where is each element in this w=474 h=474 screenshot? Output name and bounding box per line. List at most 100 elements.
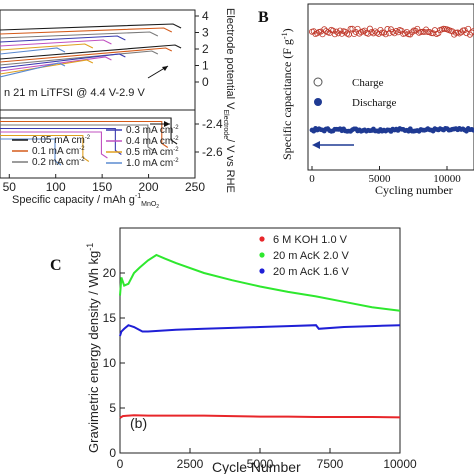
panel-a-xtick-label: 200 — [139, 180, 159, 194]
panel-c-legend: 6 M KOH 1.0 V 20 m AcK 2.0 V 20 m AcK 1.6 … — [259, 234, 349, 278]
charge-point — [414, 25, 421, 32]
panel-a-mid-curve — [0, 50, 159, 66]
panel-a-mid-curve — [0, 53, 126, 69]
panel-c: C 0 2500 5000 7500 10000 0 5 10 15 20 6 M KOH 1.… — [50, 227, 417, 474]
panel-c-letter: C — [50, 257, 62, 274]
panel-a-legend-label: 0.2 mA cm-2 — [32, 157, 85, 168]
panel-b-xtick-label: 0 — [309, 173, 315, 185]
panel-a-mid-curve — [0, 62, 66, 78]
legend-charge-marker — [313, 77, 323, 87]
panel-a-lower-curve — [0, 117, 178, 145]
panel-c-xtick-label: 2500 — [177, 457, 204, 471]
panel-a-upper-curve — [0, 35, 126, 43]
panel-a-frame — [0, 9, 196, 179]
panel-a-lower-curve — [0, 124, 155, 152]
panel-a-upper-curve — [0, 47, 66, 55]
charge-point — [461, 27, 468, 34]
charge-point — [379, 29, 386, 36]
panel-a-arrow-upper-head — [162, 66, 168, 71]
panel-c-series-line — [119, 253, 401, 312]
panel-a-lower-curve — [0, 131, 108, 159]
panel-c-series-line — [119, 324, 401, 337]
panel-c-ytick-label: 15 — [103, 311, 117, 325]
panel-b-xtick-label: 10000 — [433, 173, 461, 185]
panel-a-arrow-lower-head — [164, 121, 170, 127]
panel-c-ylabel: Gravimetric energy density / Wh kg-1 — [85, 243, 101, 453]
panel-b-points — [308, 25, 474, 134]
panel-c-xtick-label: 10000 — [383, 457, 417, 471]
panel-a-ytick-label: 1 — [202, 59, 209, 73]
legend-charge-label: Charge — [352, 77, 384, 89]
panel-b-arrow-head — [312, 141, 320, 149]
charge-point — [330, 27, 337, 34]
panel-c-legend-marker — [259, 236, 265, 242]
panel-a-legend-label: 1.0 mA cm-2 — [126, 158, 179, 169]
panel-c-series — [119, 253, 401, 419]
panel-b: B Specific capacitance (F g-1) Charge Di… — [258, 3, 474, 197]
panel-a-ytick-label: 3 — [202, 26, 209, 40]
legend-discharge-label: Discharge — [352, 97, 397, 109]
panel-a-xtick-label: 100 — [46, 180, 66, 194]
panel-a-ytick-label: 2 — [202, 42, 209, 56]
panel-c-xlabel: Cycle Number — [212, 459, 301, 474]
panel-a-upper-curve — [0, 27, 173, 35]
discharge-point — [471, 127, 474, 133]
panel-c-xtick-label: 5000 — [247, 457, 274, 471]
panel-a-legend-label: 0.05 mA cm-2 — [32, 135, 91, 146]
panel-a-legend-label: 0.3 mA cm-2 — [126, 125, 179, 136]
panel-c-ytick-label: 10 — [103, 356, 117, 370]
charge-point — [321, 26, 328, 33]
panel-a-legend-label: 0.1 mA cm-2 — [32, 146, 85, 157]
panel-a-mid-curve — [0, 44, 182, 60]
charge-point — [345, 31, 352, 38]
panel-a-lower-curve — [0, 134, 90, 162]
charge-point — [468, 29, 474, 36]
panel-a: n 21 m LiTFSI @ 4.4 V-2.9 V 0.05 mA cm-2… — [0, 8, 236, 210]
panel-a-upper-curve — [0, 31, 159, 39]
panel-a-lower-curve — [0, 120, 169, 148]
panel-b-legend: Charge Discharge — [313, 77, 397, 109]
panel-c-legend-marker — [259, 252, 265, 258]
panel-c-legend-marker — [259, 268, 265, 274]
panel-c-xticks: 0 2500 5000 7500 10000 — [117, 448, 417, 471]
panel-b-letter: B — [258, 9, 269, 26]
panel-a-right-ylabel: Electrode potential VElectrode/ V vs RHE — [222, 8, 236, 193]
charge-point — [435, 30, 442, 37]
panel-b-frame — [307, 3, 474, 171]
panel-a-upper-curve — [0, 43, 94, 51]
charge-point — [382, 31, 389, 38]
charge-point — [426, 29, 433, 36]
panel-c-legend-label: 20 m AcK 1.6 V — [273, 266, 349, 278]
panel-c-frame — [119, 227, 401, 454]
panel-c-legend-label: 20 m AcK 2.0 V — [273, 250, 349, 262]
panel-b-xtick-label: 5000 — [369, 173, 392, 185]
panel-b-ylabel: Specific capacitance (F g-1) — [280, 28, 294, 160]
panel-c-ytick-label: 0 — [109, 446, 116, 460]
panel-b-xticks: 0 5000 10000 — [309, 166, 461, 185]
panel-a-right-yticks: 4 3 2 1 0 -2.4 -2.6 — [195, 9, 223, 159]
panel-a-legend-label: 0.4 mA cm-2 — [126, 136, 179, 147]
panel-c-ytick-label: 5 — [109, 401, 116, 415]
panel-a-mid-curve — [0, 47, 173, 63]
panel-a-xticks: 50 100 150 200 250 — [3, 174, 205, 194]
panel-a-xlabel: Specific capacity / mAh g-1MnO2 — [12, 193, 159, 210]
panel-c-xtick-label: 7500 — [317, 457, 344, 471]
panel-c-tag: (b) — [130, 415, 147, 431]
panel-a-upper-curve — [0, 39, 112, 47]
panel-c-series-line — [119, 414, 401, 419]
panel-a-xtick-label: 150 — [92, 180, 112, 194]
charge-point — [333, 28, 340, 35]
panel-b-xlabel: Cycling number — [375, 183, 453, 197]
charge-point — [470, 28, 474, 35]
legend-discharge-marker — [314, 98, 322, 106]
panel-a-annotation: n 21 m LiTFSI @ 4.4 V-2.9 V — [4, 87, 145, 99]
panel-a-ytick-label: 0 — [202, 75, 209, 89]
charge-point — [409, 29, 416, 36]
panel-a-ytick-label: -2.6 — [202, 145, 223, 159]
panel-a-ytick-label: -2.4 — [202, 117, 223, 131]
panel-a-lower-curve — [0, 138, 62, 166]
panel-a-mid-curve — [0, 56, 112, 72]
panel-a-xtick-label: 250 — [185, 180, 205, 194]
panel-c-ytick-label: 20 — [103, 266, 117, 280]
